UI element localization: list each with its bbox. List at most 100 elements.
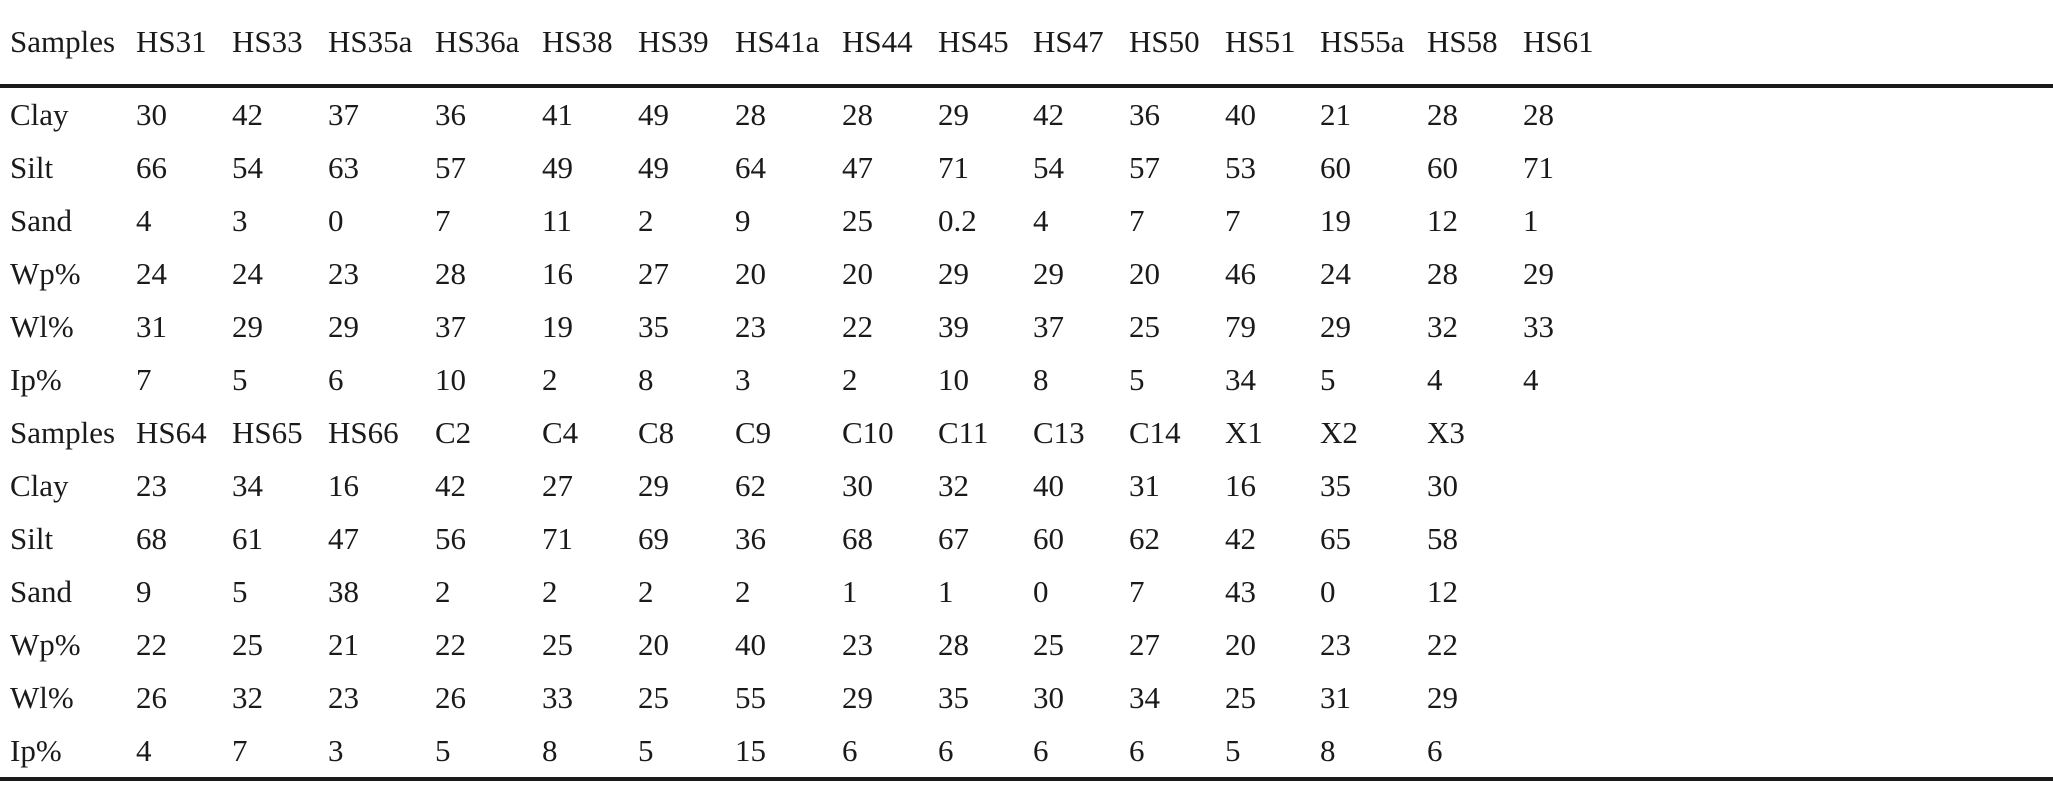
- row-label: Sand: [10, 574, 72, 609]
- table-cell: 33: [542, 680, 573, 715]
- table-cell: 7: [1129, 203, 1145, 238]
- table-cell: 25: [842, 203, 873, 238]
- table-cell: 24: [1320, 256, 1351, 291]
- table-cell: 69: [638, 521, 669, 556]
- table-cell: 2: [842, 362, 858, 397]
- table-cell: 29: [1033, 256, 1064, 291]
- table-cell: 16: [328, 468, 359, 503]
- table-cell: 2: [435, 574, 451, 609]
- column-header: HS39: [628, 0, 725, 88]
- table-cell: 66: [136, 150, 167, 185]
- table-row: Silt 66 54 63 57 49 49 64 47 71 54 57 53 60 60 71: [0, 141, 2053, 194]
- table-cell: 28: [735, 97, 766, 132]
- row-label: Wl%: [10, 680, 74, 715]
- table-cell: 4: [126, 724, 222, 781]
- table-cell: 5: [1215, 724, 1310, 781]
- table-cell: 25: [1033, 627, 1064, 662]
- column-header: HS44: [832, 0, 928, 88]
- table-cell: 35: [638, 309, 669, 344]
- table-cell: [1513, 724, 2053, 781]
- table-cell: 29: [1427, 680, 1458, 715]
- table-cell: 28: [1427, 97, 1458, 132]
- table-cell: 37: [328, 97, 359, 132]
- table-cell: 27: [1129, 627, 1160, 662]
- table-cell: [1513, 406, 2053, 459]
- table-cell: 36: [435, 97, 466, 132]
- table-cell: 6: [1119, 724, 1215, 781]
- row-label: Sand: [10, 203, 72, 238]
- table-cell: 25: [638, 680, 669, 715]
- table-cell: 5: [425, 724, 532, 781]
- table-cell: 62: [1129, 521, 1160, 556]
- table-cell: 3: [318, 724, 425, 781]
- table-cell: 36: [1129, 97, 1160, 132]
- table-cell: 27: [542, 468, 573, 503]
- table-row: Samples HS64 HS65 HS66 C2 C4 C8 C9 C10 C11 C13 C14 X…: [0, 406, 2053, 459]
- table-cell: 5: [1129, 362, 1145, 397]
- table-cell: 4: [1033, 203, 1049, 238]
- table-cell: 26: [435, 680, 466, 715]
- table-cell: 35: [1320, 468, 1351, 503]
- table-cell: 1: [938, 574, 954, 609]
- row-label: Clay: [10, 97, 69, 132]
- table-cell: 20: [638, 627, 669, 662]
- column-header: HS58: [1417, 0, 1513, 88]
- row-label: Wp%: [10, 256, 81, 291]
- table-cell: 60: [1427, 150, 1458, 185]
- table-row: Wp% 24 24 23 28 16 27 20 20 29 29 20 46 24 28 29: [0, 247, 2053, 300]
- column-header: HS33: [222, 0, 318, 88]
- table-cell: 62: [735, 468, 766, 503]
- table-cell: 8: [1033, 362, 1049, 397]
- table-row: Wp% 22 25 21 22 25 20 40 23 28 25 27 20 23 22: [0, 618, 2053, 671]
- table-cell: C14: [1129, 415, 1181, 450]
- table-cell: 11: [542, 203, 572, 238]
- table-cell: 7: [1225, 203, 1241, 238]
- table-cell: 54: [232, 150, 263, 185]
- table-cell: 42: [1033, 97, 1064, 132]
- table-cell: 31: [136, 309, 167, 344]
- table-cell: 25: [232, 627, 263, 662]
- table-cell: 71: [542, 521, 573, 556]
- row-label: Wp%: [10, 627, 81, 662]
- table-cell: 10: [435, 362, 466, 397]
- table-cell: 60: [1033, 521, 1064, 556]
- table-cell: 46: [1225, 256, 1256, 291]
- table-cell: 6: [1417, 724, 1513, 781]
- table-cell: [1513, 459, 2053, 512]
- table-row: Ip% 7 5 6 10 2 8 3 2 10 8 5 34 5 4 4: [0, 353, 2053, 406]
- column-header: HS41a: [725, 0, 832, 88]
- table-header-row: Samples HS31 HS33 HS35a HS36a HS38 HS39 HS41a HS…: [0, 0, 2053, 88]
- table-cell: 71: [1523, 150, 1554, 185]
- table-cell: 49: [638, 150, 669, 185]
- table-cell: 42: [435, 468, 466, 503]
- table-cell: 2: [542, 362, 558, 397]
- table-cell: 40: [1033, 468, 1064, 503]
- column-header: HS61: [1513, 0, 2053, 88]
- table-cell: 24: [232, 256, 263, 291]
- table-cell: 20: [842, 256, 873, 291]
- row-label: Clay: [10, 468, 69, 503]
- table-cell: 9: [136, 574, 152, 609]
- table-cell: 12: [1427, 574, 1458, 609]
- table-cell: 3: [735, 362, 751, 397]
- table-cell: 28: [938, 627, 969, 662]
- table-row: Sand 9 5 38 2 2 2 2 1 1 0 7 43 0 12: [0, 565, 2053, 618]
- table-cell: 58: [1427, 521, 1458, 556]
- table-cell: 10: [938, 362, 969, 397]
- table-cell: 29: [938, 97, 969, 132]
- table-cell: 28: [1523, 97, 1554, 132]
- table-row: Ip% 4 7 3 5 8 5 15 6 6 6 6 5 8 6: [0, 724, 2053, 781]
- table-cell: 25: [542, 627, 573, 662]
- row-label: Silt: [10, 521, 54, 556]
- column-header: HS55a: [1310, 0, 1417, 88]
- table-cell: HS64: [136, 415, 207, 450]
- table-cell: 5: [1320, 362, 1336, 397]
- table-cell: 23: [1320, 627, 1351, 662]
- table-cell: C9: [735, 415, 772, 450]
- table-cell: 5: [232, 362, 248, 397]
- table-cell: HS65: [232, 415, 303, 450]
- row-label: Ip%: [10, 362, 62, 397]
- table-cell: 30: [842, 468, 873, 503]
- table-cell: 47: [328, 521, 359, 556]
